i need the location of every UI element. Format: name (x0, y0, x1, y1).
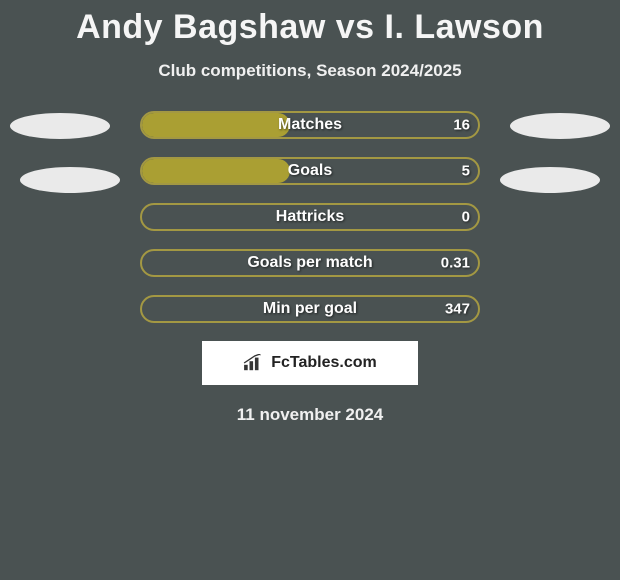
bar-row: Matches 16 (140, 111, 480, 139)
bar-label: Hattricks (276, 208, 344, 226)
bar-fill-left (142, 113, 290, 137)
page-title: Andy Bagshaw vs I. Lawson (0, 0, 620, 47)
comparison-chart: Matches 16 Goals 5 Hattricks 0 Goals per match… (0, 111, 620, 323)
bar-label: Goals (288, 162, 332, 180)
bar-label: Min per goal (263, 300, 357, 318)
player-left-avatar-placeholder (20, 167, 120, 193)
bar-value-right: 5 (462, 163, 470, 180)
bar-value-right: 347 (445, 301, 470, 318)
bar-row: Goals per match 0.31 (140, 249, 480, 277)
fctables-logo[interactable]: FcTables.com (202, 341, 418, 385)
bar-label: Goals per match (247, 254, 372, 272)
player-right-avatar-placeholder (500, 167, 600, 193)
date-text: 11 november 2024 (0, 405, 620, 425)
bar-value-right: 16 (453, 117, 470, 134)
player-left-avatar-placeholder (10, 113, 110, 139)
logo-text: FcTables.com (271, 354, 377, 372)
bar-value-right: 0 (462, 209, 470, 226)
bar-chart-icon (243, 354, 265, 372)
subtitle: Club competitions, Season 2024/2025 (0, 61, 620, 81)
bar-row: Hattricks 0 (140, 203, 480, 231)
bar-row: Min per goal 347 (140, 295, 480, 323)
bar-row: Goals 5 (140, 157, 480, 185)
bar-label: Matches (278, 116, 342, 134)
bar-fill-left (142, 159, 290, 183)
player-right-avatar-placeholder (510, 113, 610, 139)
bar-value-right: 0.31 (441, 255, 470, 272)
bars-container: Matches 16 Goals 5 Hattricks 0 Goals per match… (140, 111, 480, 323)
